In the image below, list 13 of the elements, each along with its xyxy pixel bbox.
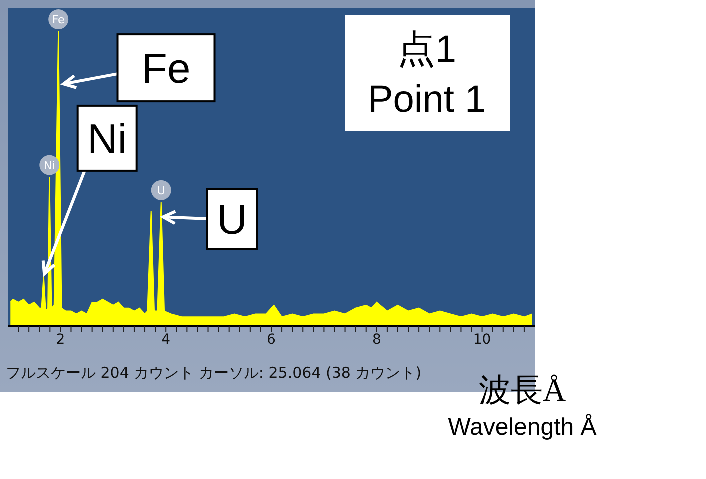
annotation: Ni xyxy=(88,115,128,162)
annotation: U xyxy=(217,196,248,244)
annotation: Fe xyxy=(142,45,191,92)
x-tick-label: 4 xyxy=(162,332,171,348)
annotation: Fe xyxy=(52,14,66,27)
text: フルスケール 204 カウント カーソル: 25.064 (38 カウント) xyxy=(6,364,422,383)
annotation: U xyxy=(157,184,166,198)
annotation: 点1 Point 1 xyxy=(368,29,486,121)
x-tick-label: 8 xyxy=(372,332,382,348)
annotation: Ni xyxy=(44,159,56,172)
x-tick-label: 2 xyxy=(56,332,66,348)
x-tick-label: 6 xyxy=(267,332,276,348)
x-tick-label: 10 xyxy=(473,332,492,348)
